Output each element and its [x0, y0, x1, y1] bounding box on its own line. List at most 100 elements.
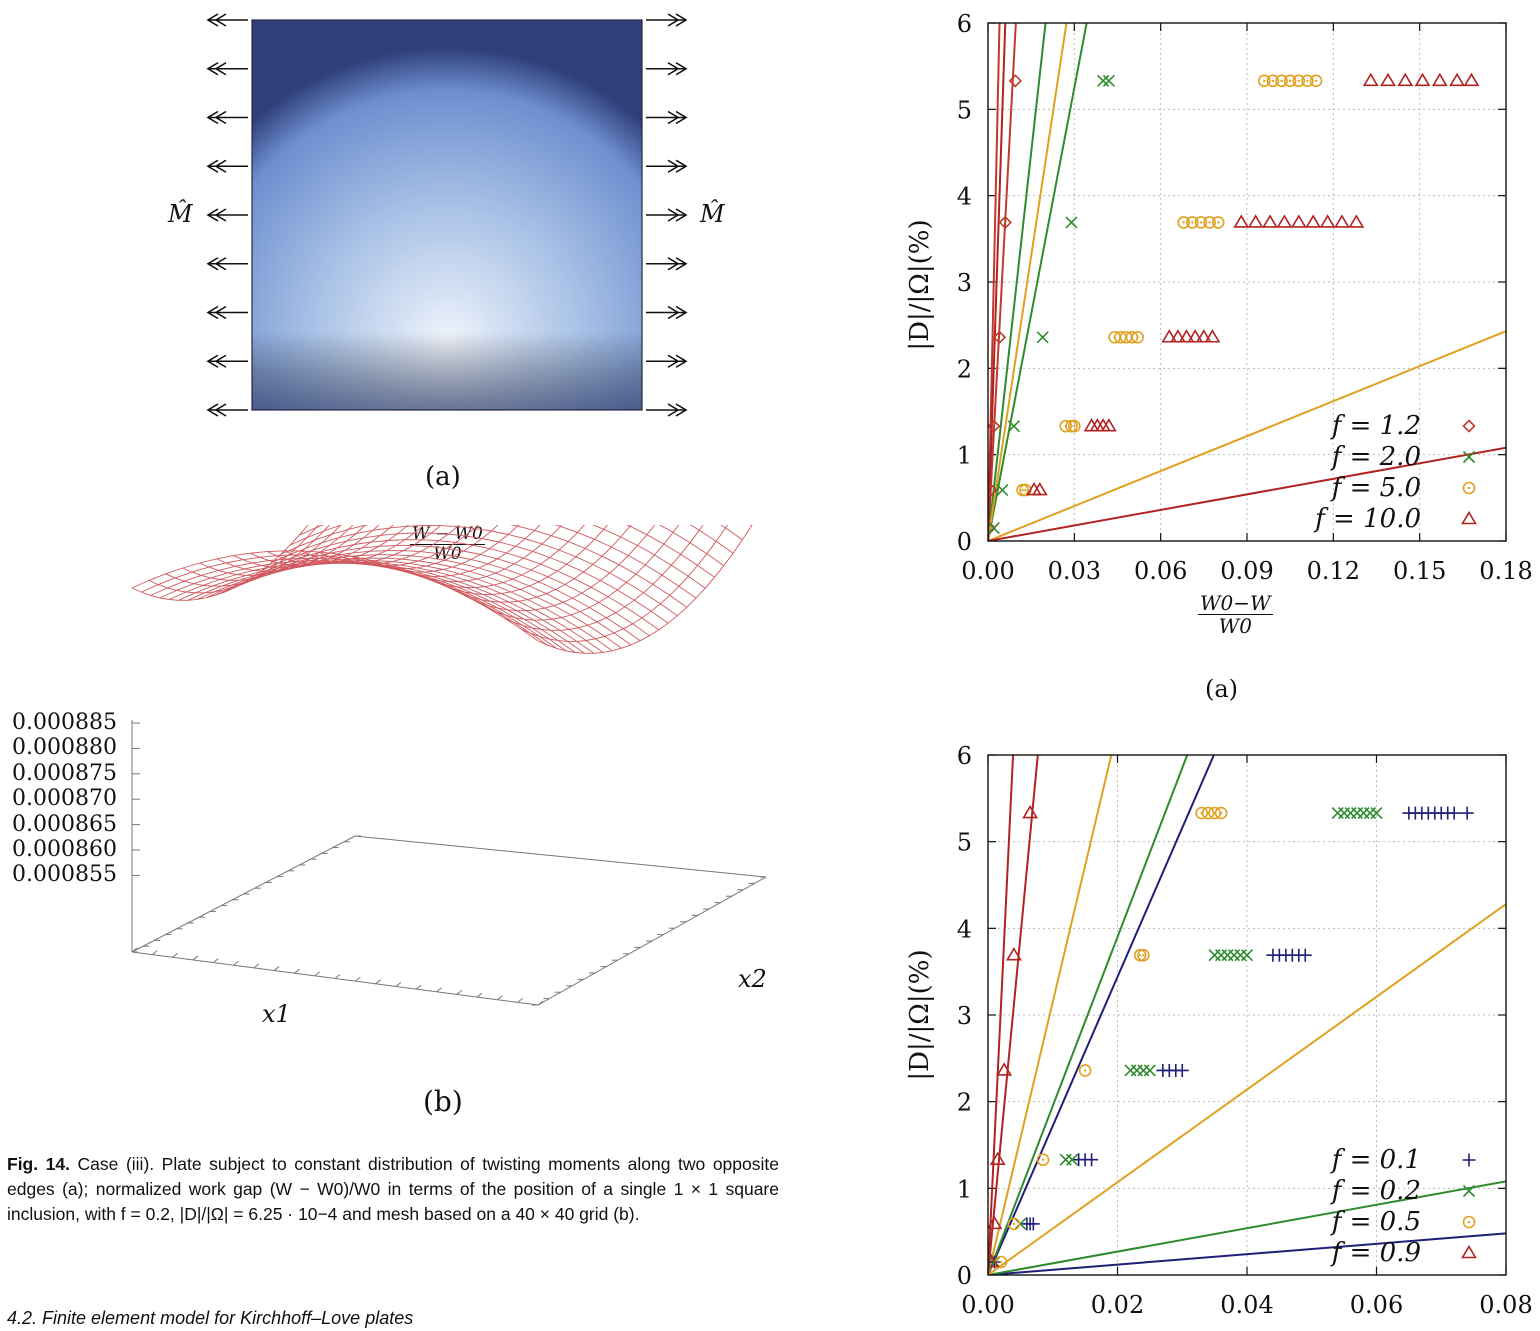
z-tick-label: 0.000875	[12, 760, 117, 786]
arrowhead-left	[206, 208, 227, 222]
data-point-cross	[1143, 1064, 1156, 1077]
z-tick-label: 0.000865	[12, 811, 117, 837]
data-point-cross	[1338, 807, 1351, 820]
data-point-circle	[1214, 806, 1228, 820]
data-point-plus	[1026, 1217, 1040, 1231]
legend-label: f = 0.2	[1330, 1176, 1421, 1206]
y-tick-label: 1	[957, 1175, 972, 1203]
mesh-surface	[131, 525, 753, 654]
data-point-cross	[1059, 1153, 1072, 1166]
x1-tick	[476, 992, 483, 998]
data-point-triangle	[1247, 214, 1264, 228]
right-moment-arrows	[646, 13, 688, 417]
x1-tick	[212, 958, 219, 963]
data-point-cross	[1234, 949, 1247, 962]
y-tick-label: 3	[957, 269, 972, 297]
mesh-line-x2	[470, 525, 656, 612]
data-point-cross	[1014, 1217, 1027, 1230]
x-tick-label: 0.00	[961, 1291, 1014, 1319]
data-point-circle	[1195, 806, 1208, 820]
data-point-diamond	[1462, 419, 1476, 433]
fit-lines	[988, 23, 1506, 541]
mesh-line-x1	[131, 550, 539, 642]
legend-label: f = 2.0	[1330, 442, 1421, 472]
legend-label: f = 0.5	[1330, 1207, 1421, 1237]
data-point-triangle	[1195, 329, 1212, 343]
y-tick-label: 4	[957, 915, 972, 943]
y-tick-label: 2	[957, 1089, 972, 1117]
data-point-diamond	[988, 419, 1001, 433]
data-point-plus	[1298, 948, 1312, 962]
data-point-diamond	[998, 215, 1012, 230]
mesh-line-x1	[159, 560, 567, 652]
x1-tick	[172, 952, 178, 958]
data-point-cross	[1227, 949, 1241, 962]
data-point-diamond	[988, 483, 998, 497]
mesh-line-x2	[504, 525, 704, 631]
data-point-triangle	[1461, 510, 1477, 525]
plate-figure: M̂ M̂ (a)	[168, 0, 750, 500]
data-point-cross	[1124, 1064, 1137, 1077]
data-point-cross	[1065, 216, 1078, 229]
chart-b: 0.00 0.02 0.04 0.06 0.08 0 1 2 3 4 5 6 f = 0.1 f = 0.…	[880, 730, 1540, 1322]
data-point-triangle	[1380, 72, 1396, 87]
mesh-line-x2	[453, 525, 632, 603]
legend-label: f = 10.0	[1313, 504, 1421, 534]
fit-line	[988, 755, 1189, 1275]
data-point-cross	[1351, 807, 1364, 820]
data-point-cross	[1215, 949, 1228, 962]
chart-a-svg: 0.00 0.03 0.06 0.09 0.12 0.15 0.18 0 1 2 3 4 5 6 f = 1…	[957, 10, 1533, 585]
data-point-diamond	[988, 521, 997, 535]
data-point-triangle	[1319, 214, 1336, 228]
data-point-circle	[1186, 216, 1199, 229]
data-point-triangle	[1276, 214, 1293, 228]
mesh-line-x1	[261, 532, 669, 624]
x-tick-label: 0.00	[961, 557, 1014, 585]
data-point-triangle	[1348, 214, 1365, 228]
mesh-bounding-box	[131, 720, 767, 1006]
data-point-triangle	[996, 1062, 1013, 1076]
mesh-base-plane	[131, 835, 767, 1006]
data-point-circle	[1462, 481, 1476, 495]
z-tick-label: 0.000880	[12, 735, 117, 761]
data-point-plus	[1085, 1153, 1099, 1167]
y-tick-label: 4	[957, 183, 972, 211]
data-point-circle	[1309, 74, 1323, 88]
data-point-plus	[1460, 806, 1474, 820]
mesh-line-x1	[196, 561, 604, 653]
mesh-line-x2	[419, 525, 585, 589]
data-point-cross	[1137, 1064, 1150, 1077]
data-point-triangle	[1204, 329, 1221, 343]
data-point-cross	[1357, 807, 1370, 820]
data-point-triangle	[1463, 72, 1480, 87]
data-point-circle	[1078, 1064, 1092, 1077]
figure-caption: Fig. 14. Case (iii). Plate subject to co…	[7, 1152, 779, 1227]
x1-tick	[192, 955, 199, 961]
data-point-circle	[1036, 1153, 1050, 1167]
data-point-diamond	[1008, 74, 1022, 88]
x1-tick	[151, 950, 158, 956]
x1-tick	[253, 963, 260, 969]
x1-tick	[294, 968, 300, 974]
arrowhead-left	[206, 403, 227, 417]
data-point-triangle	[988, 1253, 1000, 1268]
fit-line	[988, 330, 1506, 541]
y-tick-label: 6	[957, 10, 972, 38]
data-point-triangle	[1334, 214, 1350, 228]
data-point-triangle	[1161, 329, 1178, 343]
arrowhead-left	[206, 305, 227, 320]
x-tick-label: 0.12	[1307, 557, 1360, 585]
data-point-triangle	[1414, 72, 1431, 87]
data-point-circle	[1283, 74, 1297, 88]
data-point-triangle	[1178, 329, 1195, 343]
x1-axis-label: x1	[262, 1000, 291, 1028]
data-point-circle	[1211, 216, 1225, 229]
data-point-cross	[996, 483, 1009, 497]
data-point-triangle	[1431, 72, 1448, 87]
data-point-plus	[1175, 1063, 1189, 1077]
data-point-triangle	[1187, 329, 1204, 343]
data-point-triangle	[1100, 418, 1117, 432]
legend-label: f = 5.0	[1330, 473, 1421, 503]
x1-tick	[354, 976, 361, 982]
x1-tick	[334, 974, 341, 979]
